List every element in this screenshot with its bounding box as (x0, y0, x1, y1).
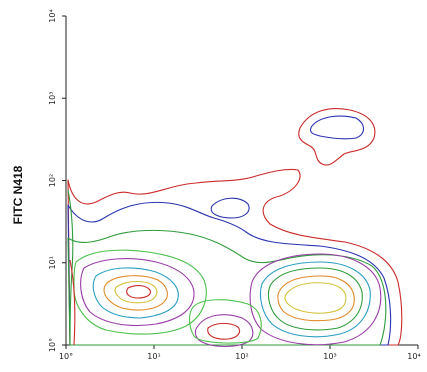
x-tick-label: 10² (235, 352, 248, 361)
contour-core-left (114, 280, 158, 304)
contour-blue-mid (210, 197, 250, 219)
x-ticks: 10° 10¹ 10² 10³ 10⁴ (59, 345, 421, 361)
contour-yellow-right (284, 282, 347, 314)
contour-teal-left (92, 267, 179, 319)
contour-teal-right (259, 261, 371, 338)
y-tick-label: 10⁴ (48, 9, 57, 22)
contour-purple-right (249, 253, 382, 346)
y-tick-label: 10² (48, 174, 57, 187)
contour-red-left-core (126, 285, 151, 299)
contour-green-lower-mid (188, 299, 262, 344)
y-axis-label: FITC N418 (11, 165, 25, 224)
contour-red-lower-mid (207, 322, 241, 340)
contour-blue-upper (309, 115, 365, 140)
contour-outer-red (67, 168, 403, 346)
contour-upper-right-red (298, 108, 376, 166)
x-tick-label: 10³ (323, 352, 336, 361)
contour-orange-right (277, 275, 355, 322)
contour-left-edge-2 (69, 259, 76, 346)
x-tick-label: 10⁴ (407, 352, 420, 361)
contour-orange-left (103, 275, 168, 311)
contours (67, 108, 403, 348)
y-tick-label: 10¹ (48, 256, 57, 269)
contour-green-right (267, 267, 363, 331)
y-tick-label: 10³ (48, 92, 57, 105)
x-tick-label: 10¹ (147, 352, 160, 361)
contour-purple-left (80, 258, 195, 327)
x-tick-label: 10° (59, 352, 73, 361)
contour-blue (67, 201, 392, 346)
y-tick-label: 10° (48, 338, 57, 352)
y-ticks: 10⁴ 10³ 10² 10¹ 10° (48, 9, 66, 352)
